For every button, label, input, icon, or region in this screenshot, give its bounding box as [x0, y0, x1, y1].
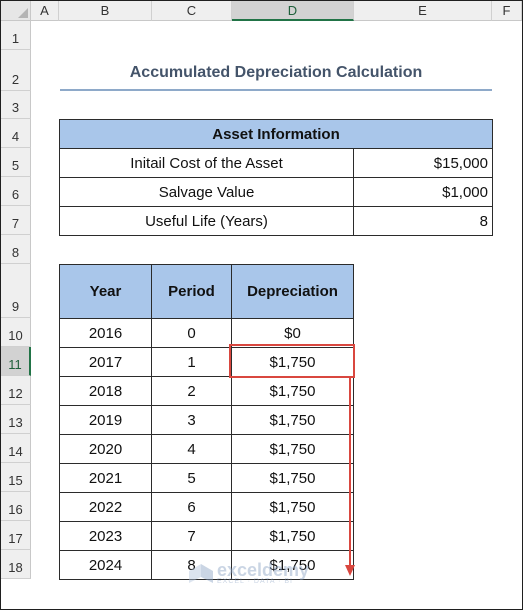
- year-cell[interactable]: 2023: [59, 521, 152, 551]
- table-row: 2021 5 $1,750: [59, 463, 354, 493]
- period-cell[interactable]: 6: [151, 492, 232, 522]
- row-header-8[interactable]: 8: [1, 235, 31, 264]
- asset-info-row: Salvage Value $1,000: [59, 177, 493, 207]
- asset-info-row: Initail Cost of the Asset $15,000: [59, 148, 493, 178]
- asset-info-header[interactable]: Asset Information: [59, 119, 493, 149]
- asset-info-value[interactable]: 8: [353, 206, 493, 236]
- row-header-11[interactable]: 11: [1, 347, 31, 376]
- year-cell[interactable]: 2018: [59, 376, 152, 406]
- depreciation-cell[interactable]: $1,750: [231, 405, 354, 435]
- depreciation-header-row: Year Period Depreciation: [59, 264, 354, 319]
- period-cell[interactable]: 2: [151, 376, 232, 406]
- year-cell[interactable]: 2019: [59, 405, 152, 435]
- year-cell[interactable]: 2016: [59, 318, 152, 348]
- watermark-tagline: EXCEL · DATA · BI: [217, 578, 293, 585]
- period-cell[interactable]: 7: [151, 521, 232, 551]
- depreciation-cell[interactable]: $1,750: [231, 347, 354, 377]
- depreciation-cell[interactable]: $1,750: [231, 550, 354, 580]
- depreciation-cell[interactable]: $1,750: [231, 521, 354, 551]
- sheet-title[interactable]: Accumulated Depreciation Calculation: [129, 64, 423, 81]
- row-header-18[interactable]: 18: [1, 550, 31, 579]
- row-header-6[interactable]: 6: [1, 177, 31, 206]
- fill-down-arrow-icon: [345, 565, 355, 576]
- asset-info-label[interactable]: Useful Life (Years): [59, 206, 354, 236]
- year-cell[interactable]: 2021: [59, 463, 152, 493]
- asset-info-label[interactable]: Initail Cost of the Asset: [59, 148, 354, 178]
- table-row: 2018 2 $1,750: [59, 376, 354, 406]
- column-header-a[interactable]: A: [31, 1, 59, 21]
- period-cell[interactable]: 3: [151, 405, 232, 435]
- year-cell[interactable]: 2020: [59, 434, 152, 464]
- depreciation-column-header[interactable]: Depreciation: [231, 264, 354, 319]
- period-cell[interactable]: 0: [151, 318, 232, 348]
- select-all-corner[interactable]: [1, 1, 31, 21]
- asset-info-value[interactable]: $15,000: [353, 148, 493, 178]
- row-header-5[interactable]: 5: [1, 148, 31, 177]
- select-all-icon: [18, 8, 28, 18]
- row-header-1[interactable]: 1: [1, 21, 31, 50]
- table-row: 2017 1 $1,750: [59, 347, 354, 377]
- selected-cell-highlight: [229, 344, 355, 378]
- row-header-16[interactable]: 16: [1, 492, 31, 521]
- row-header-2[interactable]: 2: [1, 50, 31, 91]
- row-header-13[interactable]: 13: [1, 405, 31, 434]
- year-column-header[interactable]: Year: [59, 264, 152, 319]
- column-header-e[interactable]: E: [354, 1, 492, 21]
- period-cell[interactable]: 5: [151, 463, 232, 493]
- row-header-4[interactable]: 4: [1, 119, 31, 148]
- table-row: 2023 7 $1,750: [59, 521, 354, 551]
- year-cell[interactable]: 2022: [59, 492, 152, 522]
- year-cell[interactable]: 2024: [59, 550, 152, 580]
- fill-down-arrow-line: [349, 378, 351, 568]
- row-header-9[interactable]: 9: [1, 264, 31, 318]
- title-underline: [60, 89, 492, 91]
- table-row: 2016 0 $0: [59, 318, 354, 348]
- row-header-12[interactable]: 12: [1, 376, 31, 405]
- period-cell[interactable]: 4: [151, 434, 232, 464]
- row-header-14[interactable]: 14: [1, 434, 31, 463]
- depreciation-table: Year Period Depreciation 2016 0 $0 2017 …: [59, 264, 354, 580]
- column-header-c[interactable]: C: [152, 1, 232, 21]
- exceldemy-watermark: exceldemy EXCEL · DATA · BI: [188, 560, 310, 585]
- column-header-b[interactable]: B: [59, 1, 152, 21]
- year-cell[interactable]: 2017: [59, 347, 152, 377]
- row-header-10[interactable]: 10: [1, 318, 31, 347]
- asset-info-table: Asset Information Initail Cost of the As…: [59, 119, 493, 236]
- asset-info-value[interactable]: $1,000: [353, 177, 493, 207]
- depreciation-cell[interactable]: $1,750: [231, 434, 354, 464]
- period-cell[interactable]: 8: [151, 550, 232, 580]
- exceldemy-logo-icon: [189, 563, 213, 583]
- asset-info-row: Useful Life (Years) 8: [59, 206, 493, 236]
- row-header-7[interactable]: 7: [1, 206, 31, 235]
- table-row: 2024 8 $1,750: [59, 550, 354, 580]
- row-header-17[interactable]: 17: [1, 521, 31, 550]
- row-header-3[interactable]: 3: [1, 91, 31, 119]
- table-row: 2019 3 $1,750: [59, 405, 354, 435]
- table-row: 2022 6 $1,750: [59, 492, 354, 522]
- depreciation-cell[interactable]: $1,750: [231, 376, 354, 406]
- column-header-d[interactable]: D: [232, 1, 354, 21]
- asset-info-label[interactable]: Salvage Value: [59, 177, 354, 207]
- table-row: 2020 4 $1,750: [59, 434, 354, 464]
- depreciation-cell[interactable]: $1,750: [231, 492, 354, 522]
- period-column-header[interactable]: Period: [151, 264, 232, 319]
- column-header-f[interactable]: F: [492, 1, 522, 21]
- watermark-name: exceldemy: [217, 560, 310, 580]
- row-header-15[interactable]: 15: [1, 463, 31, 492]
- period-cell[interactable]: 1: [151, 347, 232, 377]
- depreciation-cell[interactable]: $1,750: [231, 463, 354, 493]
